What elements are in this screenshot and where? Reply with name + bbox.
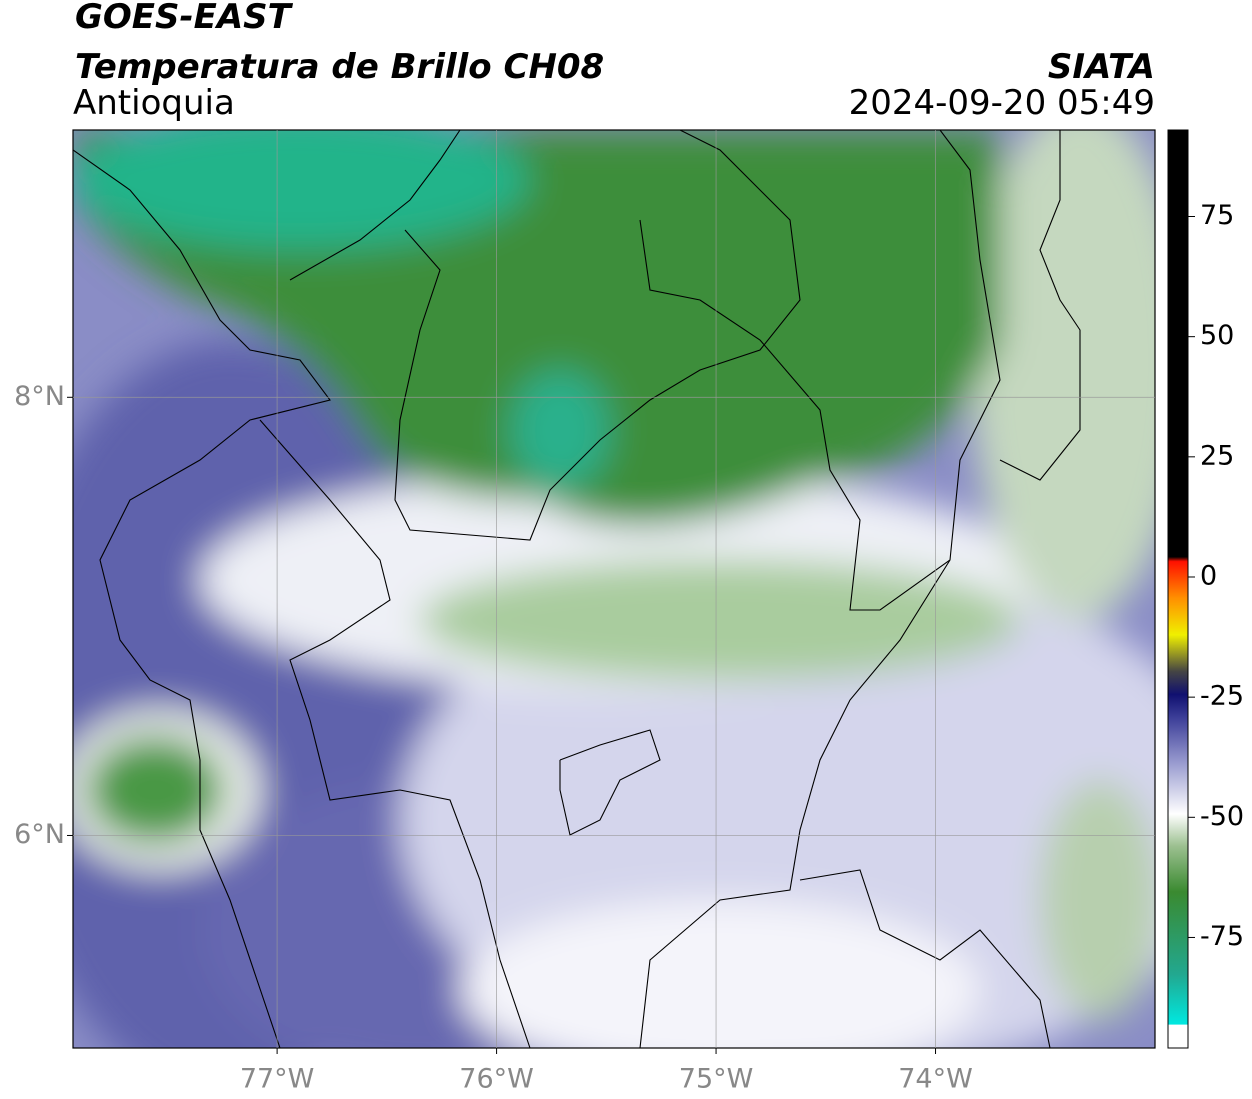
colorbar-tick-label: 50	[1200, 320, 1234, 351]
colorbar-tick-label: -75	[1200, 921, 1244, 952]
colorbar-tick-label: -50	[1200, 801, 1244, 832]
satellite-image	[73, 130, 1155, 1048]
x-tick-label: 76°W	[459, 1064, 534, 1095]
borders	[73, 130, 1081, 1048]
y-tick-label: 8°N	[14, 381, 65, 412]
x-tick-label: 75°W	[679, 1064, 754, 1095]
department-border	[799, 869, 1051, 1048]
coastline	[289, 130, 461, 281]
subtitle: Temperatura de Brillo CH08	[75, 47, 604, 87]
x-tick-label: 74°W	[898, 1064, 973, 1095]
colorbar-tick-label: 75	[1200, 200, 1234, 231]
colorbar-tick-label: 0	[1200, 560, 1217, 591]
department-border	[639, 130, 1001, 611]
y-tick-label: 6°N	[14, 819, 65, 850]
region: Antioquia	[73, 83, 235, 123]
datetime: 2024-09-20 05:49	[849, 83, 1155, 123]
source: SIATA	[1048, 47, 1155, 87]
department-border	[999, 130, 1081, 481]
colorbar-tick-label: -25	[1200, 681, 1244, 712]
coastline	[73, 149, 331, 1048]
colorbar	[1167, 129, 1189, 1049]
colorbar-tick-label: 25	[1200, 440, 1234, 471]
department-border	[259, 419, 531, 1048]
department-border	[394, 130, 801, 541]
title: GOES-EAST	[75, 0, 294, 37]
municipality-border	[559, 729, 661, 836]
x-tick-label: 77°W	[240, 1064, 315, 1095]
map-frame	[72, 129, 1156, 1049]
department-border	[639, 559, 951, 1048]
